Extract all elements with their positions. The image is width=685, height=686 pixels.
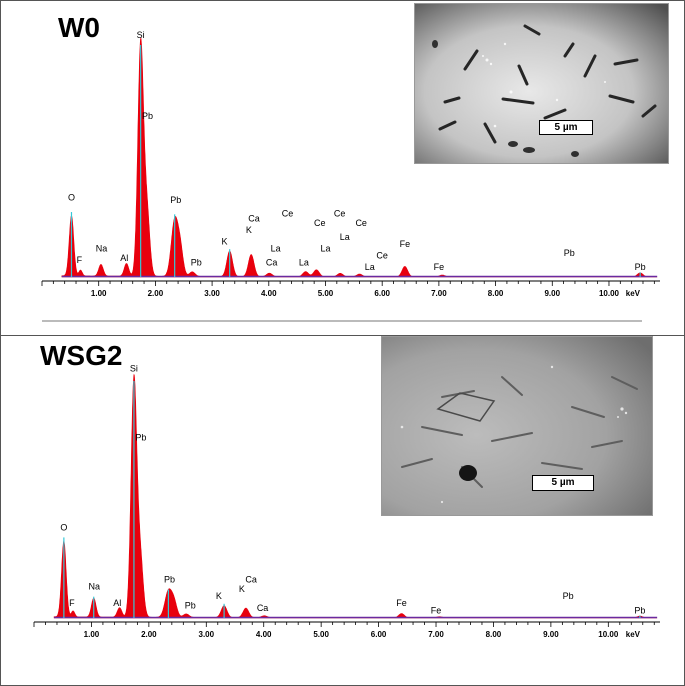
sem-micrograph: 5 µm	[381, 336, 653, 516]
x-tick-label: 1.00	[84, 630, 100, 639]
x-tick-label: 8.00	[488, 289, 504, 298]
element-label: Fe	[431, 605, 442, 615]
eds-spectrum-chart: 1.00 2.00 3.00 4.00 5.00 6.00 7.00 8.00 9.00 10.0…	[41, 30, 660, 322]
element-label: La	[320, 243, 330, 253]
element-label: K	[246, 225, 252, 235]
panel-w0: W0	[0, 0, 685, 336]
element-label: Ca	[248, 213, 260, 223]
element-label: Ca	[245, 574, 257, 584]
element-label: F	[69, 598, 75, 608]
element-label: La	[299, 257, 309, 267]
x-tick-label: 2.00	[148, 289, 164, 298]
x-tick-label: 9.00	[543, 630, 559, 639]
x-tick-label: 1.00	[91, 289, 107, 298]
element-label: Fe	[396, 598, 407, 608]
x-tick-label: 9.00	[544, 289, 560, 298]
element-label: K	[222, 237, 228, 247]
element-label: Pb	[185, 601, 196, 611]
element-label: Pb	[191, 257, 202, 267]
x-tick-label: 5.00	[318, 289, 334, 298]
spectrum-area	[61, 37, 658, 278]
x-tick-label: 6.00	[374, 289, 390, 298]
element-label: Ca	[257, 603, 269, 613]
scale-bar-label: 5 µm	[532, 475, 594, 491]
x-tick-label: 5.00	[313, 630, 329, 639]
eds-spectrum-chart: 1.00 2.00 3.00 4.00 5.00 6.00 7.00 8.00 9.00 10.0…	[33, 364, 660, 639]
element-label: Ce	[376, 250, 388, 260]
element-label: K	[239, 584, 245, 594]
element-label: La	[365, 262, 375, 272]
element-label: Si	[130, 364, 138, 374]
sem-micrograph: 5 µm	[414, 3, 669, 164]
x-axis-label: keV	[626, 289, 641, 298]
element-label: Pb	[164, 574, 175, 584]
element-label: Ce	[334, 209, 346, 219]
element-label: La	[271, 243, 281, 253]
element-label: La	[340, 232, 350, 242]
x-tick-label: 4.00	[256, 630, 272, 639]
element-label: Ca	[266, 257, 278, 267]
element-label: Pb	[635, 262, 646, 272]
element-label: F	[77, 255, 83, 265]
sem-micrograph-image	[382, 337, 652, 515]
x-tick-label: 3.00	[204, 289, 220, 298]
element-label: Fe	[400, 239, 411, 249]
element-label: Pb	[634, 605, 645, 615]
element-label: K	[216, 591, 222, 601]
element-label: Ce	[314, 218, 326, 228]
x-tick-label: 7.00	[431, 289, 447, 298]
x-tick-label: 4.00	[261, 289, 277, 298]
element-label: Pb	[142, 111, 153, 121]
element-label: Pb	[170, 195, 181, 205]
element-label: Fe	[434, 262, 445, 272]
element-label: O	[60, 522, 67, 532]
element-label: O	[68, 192, 75, 202]
scale-bar-label: 5 µm	[539, 120, 593, 135]
panel-wsg2: WSG2	[0, 336, 685, 672]
element-label: Na	[96, 243, 108, 253]
element-label: Si	[137, 30, 145, 40]
x-tick-label: 3.00	[199, 630, 215, 639]
x-tick-label: 10.00	[598, 630, 619, 639]
panel-divider	[0, 335, 685, 336]
x-tick-label: 10.00	[599, 289, 620, 298]
element-label: Na	[89, 582, 101, 592]
spectrum-area	[53, 373, 658, 619]
sample-label: WSG2	[40, 340, 123, 371]
sem-micrograph-image	[415, 4, 668, 163]
x-tick-label: 6.00	[371, 630, 387, 639]
element-label: Pb	[564, 248, 575, 258]
element-label: Al	[113, 598, 121, 608]
element-label: Ce	[355, 218, 367, 228]
x-axis-label: keV	[626, 630, 641, 639]
element-label: Pb	[563, 591, 574, 601]
x-tick-label: 7.00	[428, 630, 444, 639]
element-label: Ce	[282, 209, 294, 219]
element-label: Pb	[135, 432, 146, 442]
element-label: Al	[120, 253, 128, 263]
x-tick-label: 8.00	[486, 630, 502, 639]
x-tick-label: 2.00	[141, 630, 157, 639]
sample-label: W0	[58, 12, 100, 43]
